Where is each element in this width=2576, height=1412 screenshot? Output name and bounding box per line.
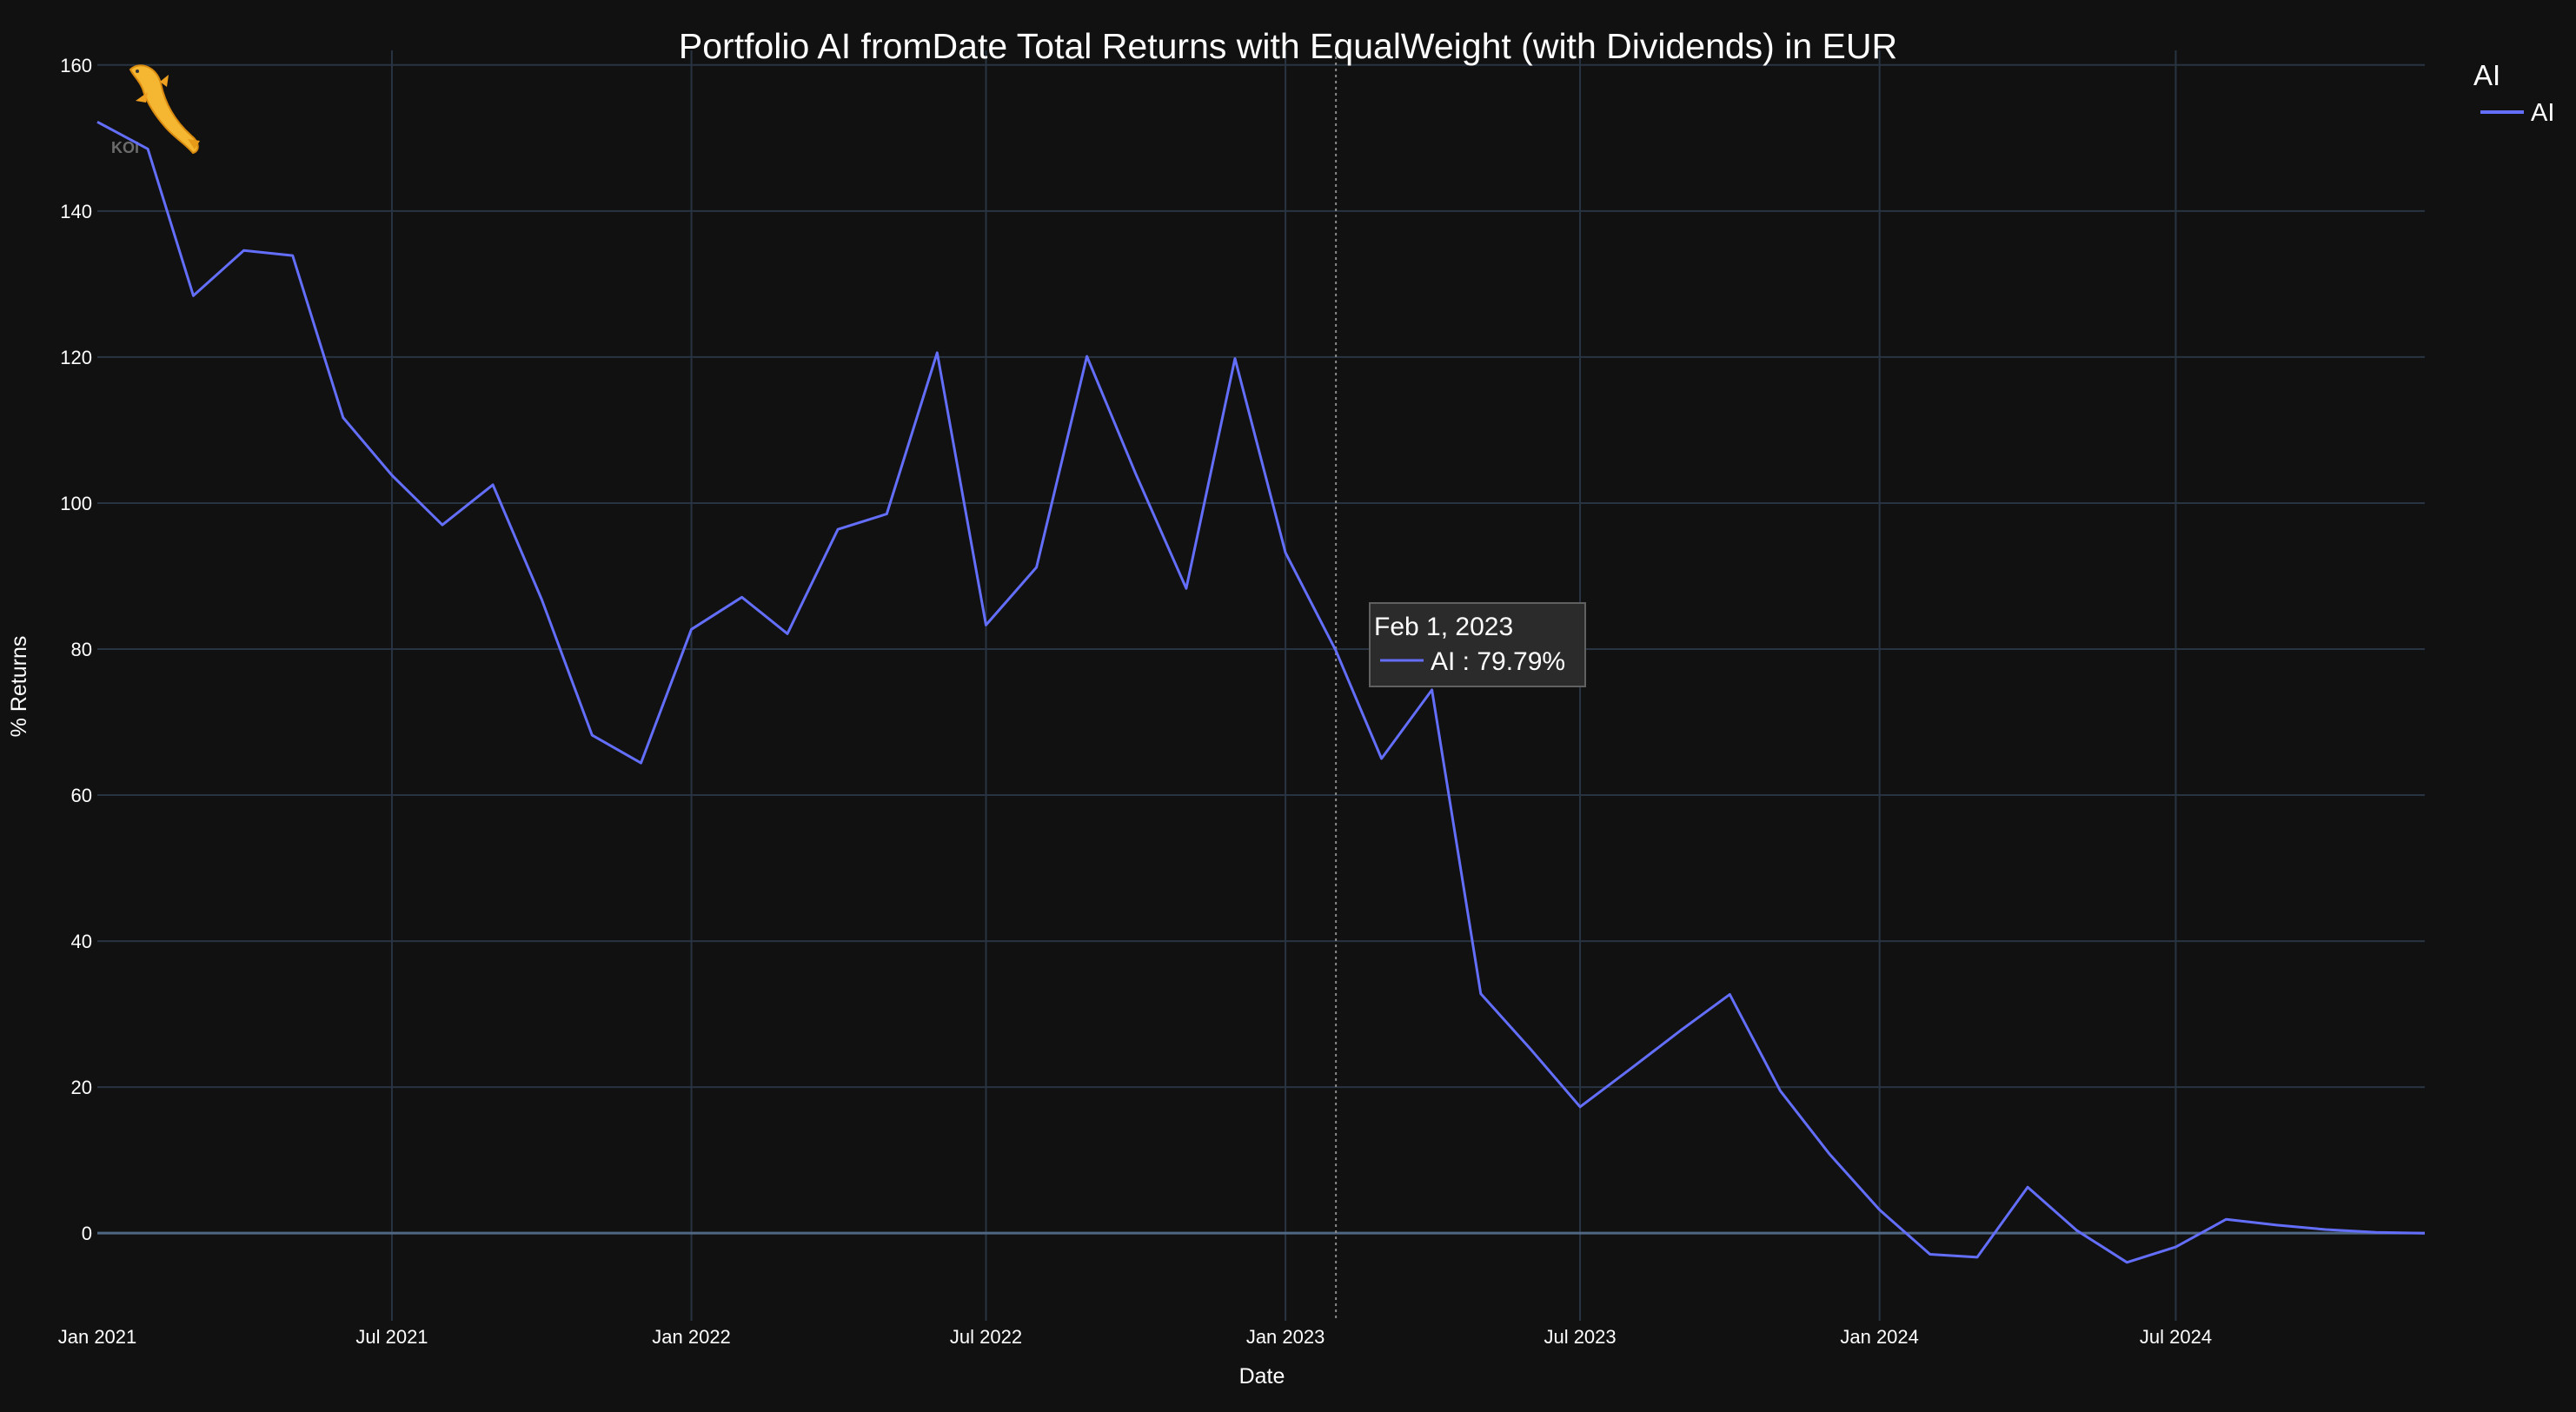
data-point[interactable] (1827, 1151, 1832, 1157)
x-axis-title: Date (1239, 1364, 1285, 1389)
data-point[interactable] (785, 631, 790, 636)
data-point[interactable] (242, 248, 247, 253)
tooltip-box (1369, 602, 1586, 687)
hover-tooltip: Feb 1, 2023 AI : 79.79% (1369, 602, 1586, 687)
data-point[interactable] (2224, 1216, 2229, 1222)
x-tick-label: Jul 2023 (1544, 1326, 1616, 1348)
data-point[interactable] (1430, 687, 1435, 693)
x-tick-label: Jul 2022 (950, 1326, 1022, 1348)
data-point[interactable] (740, 594, 745, 600)
x-tick-label: Jan 2024 (1840, 1326, 1919, 1348)
data-point[interactable] (145, 146, 150, 151)
y-tick-label: 160 (60, 55, 92, 76)
legend-item-ai[interactable]: AI (2480, 99, 2554, 127)
watermark-text: KOI (111, 139, 139, 156)
x-tick-label: Jul 2024 (2140, 1326, 2212, 1348)
data-point[interactable] (589, 733, 594, 738)
data-point[interactable] (1133, 471, 1139, 476)
data-point[interactable] (1529, 1047, 1534, 1052)
data-point[interactable] (2422, 1230, 2427, 1236)
data-point[interactable] (2323, 1227, 2328, 1232)
data-point[interactable] (290, 253, 295, 258)
x-tick-label: Jan 2021 (58, 1326, 137, 1348)
legend-label-ai: AI (2531, 99, 2554, 127)
y-tick-label: 140 (60, 201, 92, 222)
chart-title: Portfolio AI fromDate Total Returns with… (679, 26, 1897, 66)
data-point[interactable] (1975, 1255, 1980, 1260)
data-point[interactable] (2274, 1223, 2280, 1228)
data-point[interactable] (1577, 1104, 1583, 1110)
y-axis-ticks: 0 20 40 60 80 100 120 140 160 (60, 55, 92, 1244)
data-point[interactable] (1379, 756, 1384, 761)
y-tick-label: 100 (60, 493, 92, 514)
data-point[interactable] (1727, 991, 1732, 997)
x-tick-label: Jan 2022 (652, 1326, 731, 1348)
data-point[interactable] (1678, 1028, 1683, 1033)
data-point[interactable] (2124, 1260, 2129, 1265)
koi-logo: KOI (111, 64, 200, 156)
data-point[interactable] (490, 482, 495, 487)
data-point[interactable] (1034, 565, 1039, 570)
data-point[interactable] (1283, 550, 1288, 555)
data-point[interactable] (2025, 1184, 2030, 1190)
data-point[interactable] (1085, 354, 1090, 359)
y-tick-label: 20 (71, 1077, 92, 1098)
data-point[interactable] (1232, 356, 1238, 361)
data-point[interactable] (1184, 586, 1189, 591)
data-point[interactable] (884, 512, 889, 517)
data-point[interactable] (984, 622, 989, 627)
data-point[interactable] (1628, 1066, 1633, 1071)
data-point[interactable] (1928, 1252, 1933, 1257)
y-tick-label: 120 (60, 347, 92, 368)
data-point[interactable] (191, 293, 196, 298)
y-tick-label: 40 (71, 931, 92, 952)
y-tick-label: 60 (71, 785, 92, 806)
x-tick-label: Jul 2021 (355, 1326, 428, 1348)
tooltip-value: AI : 79.79% (1431, 647, 1565, 676)
data-point[interactable] (1478, 991, 1484, 997)
y-axis-title: % Returns (7, 636, 31, 738)
data-point[interactable] (2174, 1244, 2179, 1250)
y-tick-label: 0 (82, 1223, 92, 1244)
data-point[interactable] (440, 522, 445, 527)
data-point[interactable] (2374, 1230, 2379, 1235)
legend[interactable]: AI AI (2473, 59, 2554, 127)
data-point[interactable] (95, 119, 100, 124)
data-point[interactable] (341, 415, 346, 421)
series-line-ai[interactable] (96, 120, 2426, 1264)
grid-lines (97, 50, 2425, 1321)
data-point[interactable] (689, 626, 694, 632)
tooltip-date: Feb 1, 2023 (1374, 613, 1513, 641)
x-tick-label: Jan 2023 (1246, 1326, 1325, 1348)
data-point[interactable] (1777, 1088, 1783, 1093)
data-point[interactable] (934, 350, 939, 355)
x-axis-ticks: Jan 2021 Jul 2021 Jan 2022 Jul 2022 Jan 2023… (58, 1326, 2212, 1348)
data-point[interactable] (1333, 648, 1338, 653)
data-point[interactable] (639, 760, 644, 766)
data-point[interactable] (1877, 1207, 1882, 1212)
data-point[interactable] (389, 473, 395, 478)
data-point[interactable] (539, 597, 544, 602)
data-point[interactable] (2074, 1228, 2079, 1233)
legend-title: AI (2473, 59, 2500, 91)
data-point[interactable] (835, 527, 840, 532)
y-tick-label: 80 (71, 639, 92, 660)
